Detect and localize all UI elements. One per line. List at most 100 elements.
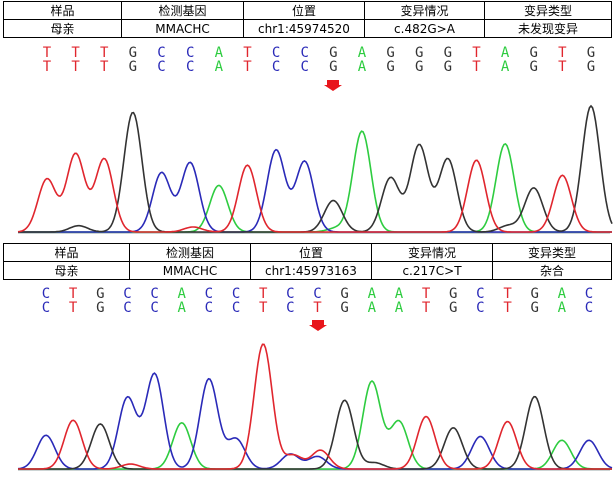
base-call-bottom: G (96, 300, 105, 316)
base-call-top: G (414, 45, 424, 61)
base-call-top: T (421, 286, 431, 302)
base-call-top: C (476, 286, 485, 302)
base-call-top: C (584, 286, 594, 302)
base-call-top: G (96, 286, 105, 302)
base-call-top: G (530, 286, 539, 302)
base-call-bottom: G (329, 59, 338, 75)
base-call-bottom: C (123, 300, 132, 316)
trace-c (17, 372, 613, 470)
base-call-top: G (443, 45, 453, 61)
base-call-bottom: G (414, 59, 424, 75)
base-call-bottom: C (300, 59, 309, 75)
value-variant-type: 未发现变异 (484, 19, 612, 38)
base-call-bottom: A (357, 59, 367, 75)
header-position: 位置 (243, 1, 365, 20)
base-call-bottom: C (157, 59, 166, 75)
base-call-top: T (503, 286, 512, 302)
header-sample: 样品 (3, 243, 130, 262)
base-call-top: C (150, 286, 159, 302)
base-call-bottom: G (128, 59, 138, 75)
base-call-top: A (177, 286, 186, 302)
base-call-bottom: A (177, 300, 186, 316)
base-call-top: T (42, 45, 52, 61)
base-call-bottom: C (204, 300, 214, 316)
base-call-bottom: A (557, 300, 567, 316)
base-call-bottom: T (42, 59, 52, 75)
base-call-top: C (286, 286, 295, 302)
value-gene: MMACHC (129, 261, 251, 280)
base-call-bottom: A (367, 300, 377, 316)
info-table-1: 样品 检测基因 位置 变异情况 变异类型 母亲 MMACHC chr1:4597… (3, 1, 612, 38)
base-call-bottom: C (476, 300, 485, 316)
base-call-bottom: G (386, 59, 395, 75)
base-call-top: G (449, 286, 458, 302)
base-call-top: G (586, 45, 596, 61)
info-header-row: 样品 检测基因 位置 变异情况 变异类型 (3, 243, 612, 262)
base-call-top: C (204, 286, 214, 302)
chromatogram-2 (17, 343, 613, 471)
base-call-bottom: T (71, 59, 80, 75)
base-call-top: G (529, 45, 538, 61)
trace-t (17, 152, 612, 233)
base-call-bottom: T (558, 59, 567, 75)
base-call-bottom: T (503, 300, 512, 316)
base-call-bottom: C (584, 300, 594, 316)
header-position: 位置 (250, 243, 372, 262)
trace-g (18, 395, 612, 470)
base-call-top: A (357, 45, 367, 61)
base-call-top: C (231, 286, 241, 302)
base-call-top: T (558, 45, 567, 61)
base-call-bottom: G (340, 300, 349, 316)
value-position: chr1:45973163 (250, 261, 372, 280)
base-call-top: A (367, 286, 377, 302)
info-value-row: 母亲 MMACHC chr1:45974520 c.482G>A 未发现变异 (3, 19, 612, 38)
base-call-bottom: A (214, 59, 223, 75)
trace-g (18, 104, 613, 233)
base-call-top: C (41, 286, 51, 302)
base-call-bottom: C (271, 59, 281, 75)
base-call-bottom: C (286, 300, 295, 316)
base-call-top: T (68, 286, 78, 302)
header-sample: 样品 (3, 1, 122, 20)
base-call-bottom: G (586, 59, 596, 75)
value-variant: c.482G>A (364, 19, 485, 38)
value-gene: MMACHC (121, 19, 244, 38)
base-call-bottom: C (231, 300, 241, 316)
base-call-top: C (185, 45, 195, 61)
base-call-top: T (472, 45, 481, 61)
base-call-bottom: T (243, 59, 252, 75)
base-call-bottom: T (68, 300, 78, 316)
base-call-bottom: T (258, 300, 268, 316)
base-call-top: G (340, 286, 349, 302)
base-call-bottom: T (421, 300, 431, 316)
base-call-top: C (157, 45, 166, 61)
base-call-bottom: G (530, 300, 539, 316)
base-call-top: A (394, 286, 404, 302)
base-call-bottom: G (443, 59, 453, 75)
header-variant: 变异情况 (371, 243, 493, 262)
base-call-bottom: C (150, 300, 159, 316)
base-call-top: C (313, 286, 322, 302)
value-sample: 母亲 (3, 19, 122, 38)
header-gene: 检测基因 (129, 243, 251, 262)
base-call-bottom: T (100, 59, 109, 75)
info-table-2: 样品 检测基因 位置 变异情况 变异类型 母亲 MMACHC chr1:4597… (3, 243, 612, 280)
base-call-bottom: T (313, 300, 322, 316)
header-variant: 变异情况 (364, 1, 485, 20)
base-call-top: T (100, 45, 109, 61)
base-call-bottom: C (41, 300, 51, 316)
value-variant: c.217C>T (371, 261, 493, 280)
base-call-bottom: T (472, 59, 481, 75)
base-call-top: G (386, 45, 395, 61)
base-call-top: C (123, 286, 132, 302)
base-call-top: G (329, 45, 338, 61)
header-gene: 检测基因 (121, 1, 244, 20)
base-call-top: T (258, 286, 268, 302)
base-call-top: A (557, 286, 567, 302)
info-header-row: 样品 检测基因 位置 变异情况 变异类型 (3, 1, 612, 20)
value-position: chr1:45974520 (243, 19, 365, 38)
info-value-row: 母亲 MMACHC chr1:45973163 c.217C>T 杂合 (3, 261, 612, 280)
base-call-top: T (71, 45, 80, 61)
